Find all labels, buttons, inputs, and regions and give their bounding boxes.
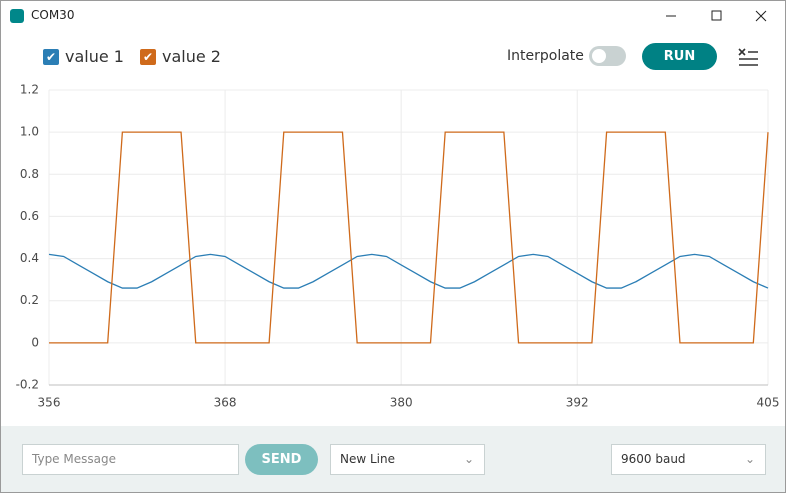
- legend: ✔ value 1 ✔ value 2: [43, 47, 221, 66]
- x-tick-label: 368: [214, 396, 237, 410]
- legend-item[interactable]: ✔ value 1: [43, 47, 124, 66]
- maximize[interactable]: [711, 10, 722, 21]
- window-title: COM30: [31, 8, 75, 22]
- x-tick-label: 356: [38, 396, 61, 410]
- app-icon: [10, 9, 24, 23]
- baud-select[interactable]: 9600 baud ⌄: [611, 444, 766, 475]
- interpolate-toggle[interactable]: [589, 46, 626, 66]
- y-tick-label: 0.4: [20, 251, 39, 265]
- legend-checkbox[interactable]: ✔: [43, 48, 59, 65]
- series-line: [49, 131, 769, 344]
- x-tick-label: 380: [390, 396, 413, 410]
- line-ending-select[interactable]: New Line ⌄: [330, 444, 485, 475]
- close[interactable]: [755, 10, 767, 22]
- y-tick-label: 1.2: [20, 83, 39, 97]
- line-ending-value: New Line: [340, 452, 395, 466]
- clear-button[interactable]: [737, 46, 761, 68]
- run-button[interactable]: RUN: [642, 43, 717, 70]
- legend-label: value 1: [65, 47, 124, 66]
- interpolate-label: Interpolate: [507, 48, 584, 64]
- legend-item[interactable]: ✔ value 2: [139, 47, 221, 66]
- y-tick-label: 1.0: [20, 125, 39, 139]
- y-tick-label: 0.2: [20, 293, 39, 307]
- series-line: [48, 253, 769, 289]
- baud-value: 9600 baud: [621, 452, 686, 466]
- legend-checkbox[interactable]: ✔: [139, 48, 156, 65]
- window-controls: [666, 10, 767, 22]
- footer: Type Message SEND New Line ⌄ 9600 baud ⌄: [1, 426, 785, 492]
- legend-label: value 2: [161, 47, 221, 66]
- y-tick-label: 0.6: [20, 209, 39, 223]
- chart: -0.2 0 0.2 0.4 0.6 0.8 1.0 1.2 356 368 380 392 405: [16, 83, 780, 410]
- y-tick-label: -0.2: [16, 378, 39, 392]
- send-button[interactable]: SEND: [245, 444, 318, 475]
- y-tick-label: 0.8: [20, 167, 39, 181]
- message-input[interactable]: Type Message: [22, 444, 239, 475]
- x-tick-label: 392: [566, 396, 589, 410]
- y-tick-label: 0: [31, 335, 39, 349]
- x-tick-label: 405: [757, 396, 780, 410]
